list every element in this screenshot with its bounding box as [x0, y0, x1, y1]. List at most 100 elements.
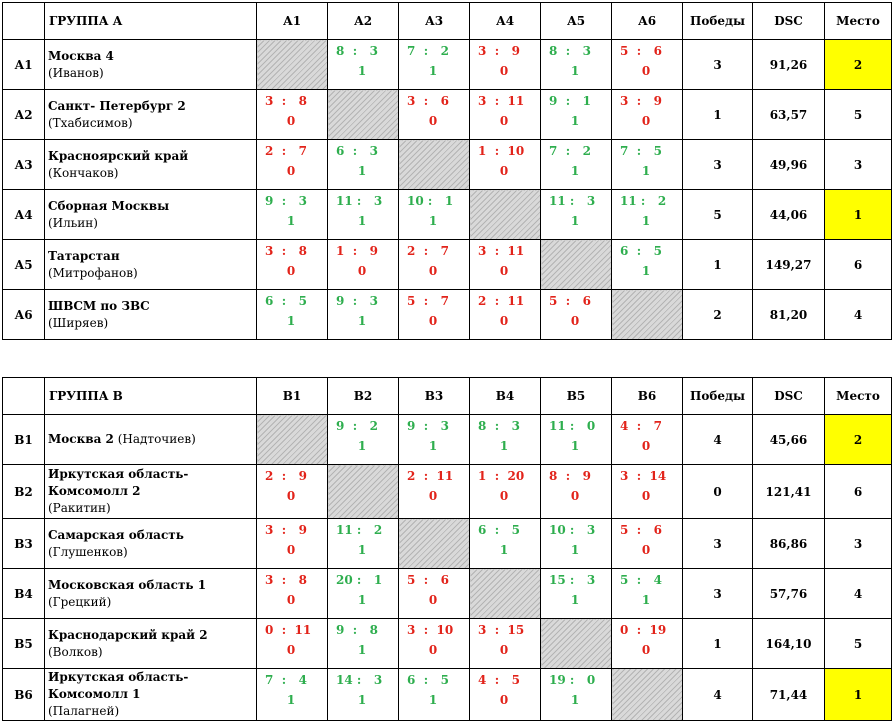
- wins-value: 4: [682, 414, 753, 465]
- match-result-cell: 3 : 8 0: [256, 89, 328, 140]
- team-captain: (Грецкий): [48, 594, 112, 609]
- match-points: 1: [357, 214, 367, 228]
- team-captain: (Ширяев): [48, 315, 109, 330]
- table-row: В6 Иркутская область- Комсомолл 1 (Палагней…: [2, 668, 892, 721]
- match-result-cell: 3 : 9 0: [256, 518, 328, 569]
- match-score: 6 : 5: [265, 294, 308, 308]
- dsc-value: 63,57: [752, 89, 825, 140]
- match-points: 1: [641, 264, 651, 278]
- match-score: 11 : 0: [549, 419, 596, 433]
- team-captain: (Ильин): [48, 215, 98, 230]
- self-match-cell: [540, 618, 612, 669]
- match-result-cell: 9 : 8 1: [327, 618, 399, 669]
- match-score: 14 : 3: [336, 673, 383, 687]
- row-code: А6: [2, 289, 45, 340]
- row-code: А4: [2, 189, 45, 240]
- match-points: 0: [286, 264, 296, 278]
- match-score: 7 : 5: [620, 144, 663, 158]
- team-name: Сборная Москвы: [48, 198, 170, 213]
- match-result-cell: 8 : 3 1: [327, 39, 399, 90]
- match-points: 0: [286, 543, 296, 557]
- match-points: 1: [357, 439, 367, 453]
- match-points: 0: [641, 489, 651, 503]
- match-score: 6 : 5: [620, 244, 663, 258]
- team-name: Краснодарский край 2: [48, 627, 208, 642]
- match-score: 6 : 3: [336, 144, 379, 158]
- match-result-cell: 3 : 15 0: [469, 618, 541, 669]
- column-header: А2: [327, 2, 399, 40]
- place-header: Место: [824, 2, 892, 40]
- team-cell: Сборная Москвы (Ильин): [44, 189, 257, 240]
- table-row: В4 Московская область 1 (Грецкий) 3 : 8 0 20 …: [2, 568, 892, 619]
- match-score: 20 : 1: [336, 573, 383, 587]
- match-result-cell: 11 : 0 1: [540, 414, 612, 465]
- match-points: 0: [499, 693, 509, 707]
- self-match-cell: [540, 239, 612, 290]
- match-points: 1: [499, 439, 509, 453]
- dsc-value: 81,20: [752, 289, 825, 340]
- dsc-value: 44,06: [752, 189, 825, 240]
- match-score: 7 : 2: [407, 44, 450, 58]
- match-score: 4 : 7: [620, 419, 663, 433]
- table-row: В3 Самарская область (Глушенков) 3 : 9 0 11 :…: [2, 518, 892, 569]
- team-cell: ШВСМ по ЗВС (Ширяев): [44, 289, 257, 340]
- match-score: 11 : 3: [336, 194, 383, 208]
- place-value: 2: [824, 39, 892, 90]
- match-score: 1 : 20: [478, 469, 525, 483]
- match-score: 5 : 6: [407, 573, 450, 587]
- team-name: Татарстан: [48, 248, 120, 263]
- match-points: 0: [428, 314, 438, 328]
- match-score: 2 : 7: [407, 244, 450, 258]
- match-result-cell: 4 : 5 0: [469, 668, 541, 721]
- match-points: 0: [357, 264, 367, 278]
- match-points: 0: [428, 114, 438, 128]
- match-score: 5 : 6: [549, 294, 592, 308]
- match-result-cell: 5 : 6 0: [611, 518, 683, 569]
- column-header: В1: [256, 377, 328, 415]
- match-points: 1: [357, 693, 367, 707]
- match-score: 9 : 3: [336, 294, 379, 308]
- match-result-cell: 7 : 2 1: [540, 139, 612, 190]
- match-result-cell: 5 : 6 0: [611, 39, 683, 90]
- dsc-value: 164,10: [752, 618, 825, 669]
- match-result-cell: 2 : 11 0: [398, 464, 470, 519]
- match-points: 0: [641, 64, 651, 78]
- team-captain: (Палагней): [48, 704, 120, 718]
- wins-value: 0: [682, 464, 753, 519]
- match-score: 3 : 10: [407, 623, 454, 637]
- match-score: 3 : 9: [478, 44, 521, 58]
- team-name-line2: Комсомолл 2: [48, 484, 141, 498]
- dsc-value: 45,66: [752, 414, 825, 465]
- match-result-cell: 8 : 3 1: [469, 414, 541, 465]
- match-result-cell: 3 : 10 0: [398, 618, 470, 669]
- match-score: 10 : 1: [407, 194, 454, 208]
- team-captain: (Тхабисимов): [48, 115, 133, 130]
- match-score: 1 : 9: [336, 244, 379, 258]
- team-name: Московская область 1: [48, 577, 207, 592]
- match-points: 0: [499, 314, 509, 328]
- match-result-cell: 6 : 5 1: [469, 518, 541, 569]
- table-row: А1 Москва 4 (Иванов) 8 : 3 1 7 : 2 1 3 : 9 0 8 : …: [2, 39, 892, 90]
- match-points: 0: [428, 264, 438, 278]
- self-match-cell: [327, 89, 399, 140]
- match-points: 1: [357, 593, 367, 607]
- dsc-value: 71,44: [752, 668, 825, 721]
- match-points: 0: [428, 593, 438, 607]
- match-result-cell: 6 : 3 1: [327, 139, 399, 190]
- match-points: 0: [428, 489, 438, 503]
- dsc-value: 57,76: [752, 568, 825, 619]
- team-name: Самарская область: [48, 527, 184, 542]
- match-result-cell: 6 : 5 1: [398, 668, 470, 721]
- match-points: 1: [357, 643, 367, 657]
- self-match-cell: [327, 464, 399, 519]
- match-result-cell: 9 : 3 1: [327, 289, 399, 340]
- team-cell: Краснодарский край 2 (Волков): [44, 618, 257, 669]
- match-points: 1: [499, 543, 509, 557]
- dsc-value: 49,96: [752, 139, 825, 190]
- match-score: 9 : 3: [407, 419, 450, 433]
- match-points: 1: [357, 64, 367, 78]
- match-points: 1: [357, 543, 367, 557]
- place-value: 3: [824, 139, 892, 190]
- match-score: 6 : 5: [478, 523, 521, 537]
